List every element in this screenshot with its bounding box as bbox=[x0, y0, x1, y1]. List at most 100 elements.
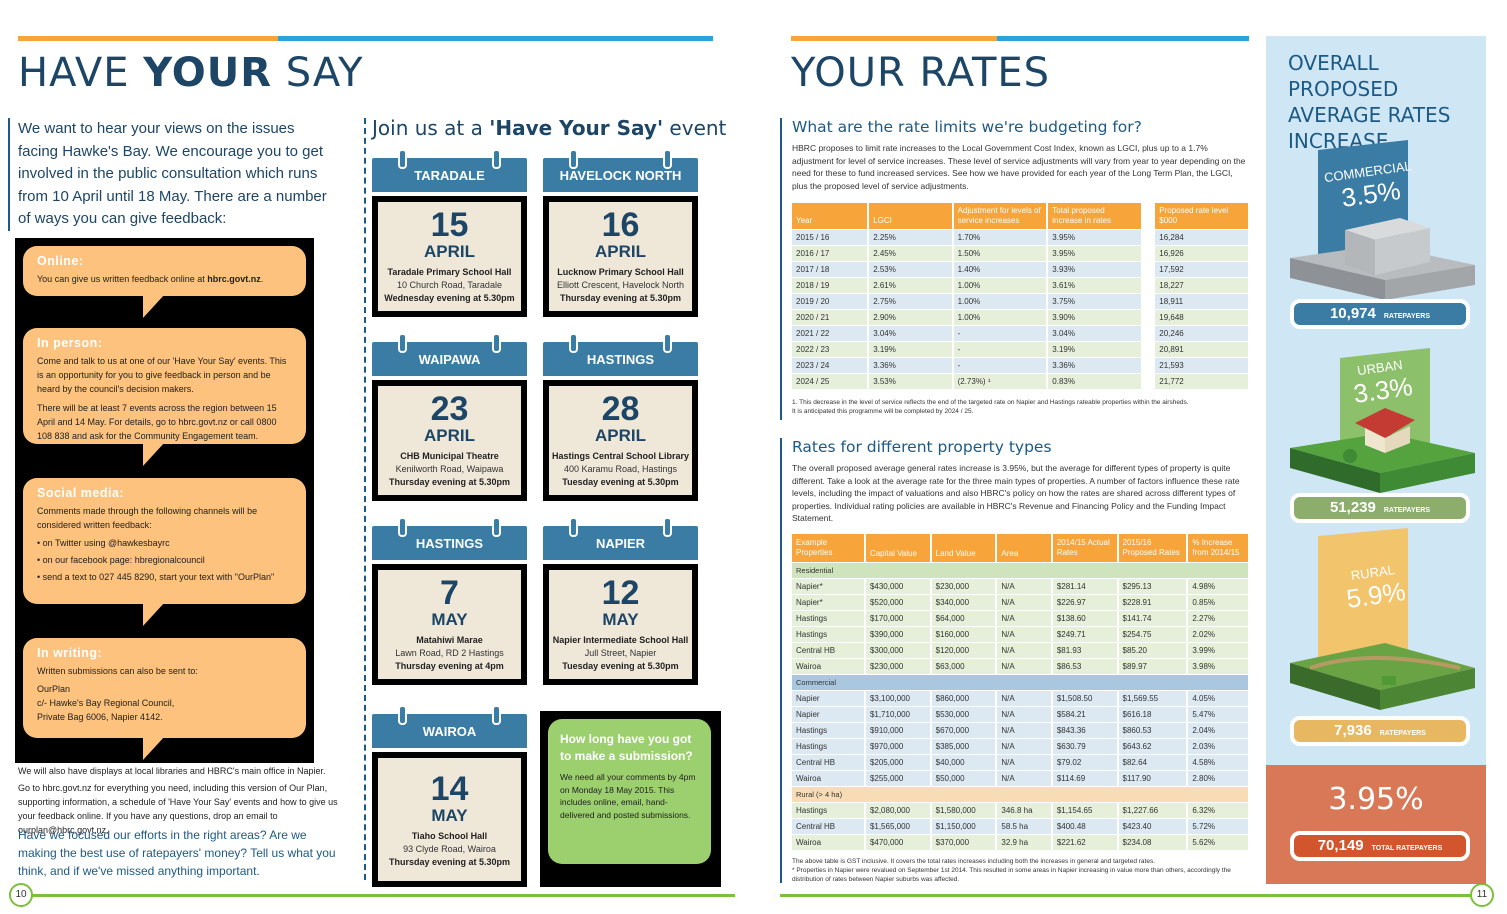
table-cell: $86.53 bbox=[1052, 658, 1117, 674]
table-cell: N/A bbox=[997, 690, 1051, 706]
event-time: Tuesday evening at 5.30pm bbox=[562, 477, 679, 487]
table-cell: 21,772 bbox=[1155, 374, 1248, 389]
table-cell: 3.75% bbox=[1048, 294, 1141, 309]
event-venue: Tiaho School Hall bbox=[411, 831, 488, 841]
table-cell: Hastings bbox=[792, 610, 864, 626]
table-cell: $81.93 bbox=[1052, 642, 1117, 658]
table-cell: $1,150,000 bbox=[931, 818, 996, 834]
table-cell: $390,000 bbox=[865, 626, 930, 642]
table-cell: N/A bbox=[997, 578, 1051, 594]
feedback-panel: Online: You can give us written feedback… bbox=[15, 238, 314, 763]
event-month: APRIL bbox=[595, 242, 646, 261]
displays-note: We will also have displays at local libr… bbox=[18, 766, 326, 776]
page-title-left: HAVE YOUR SAY bbox=[18, 50, 364, 96]
section-label: Residential bbox=[792, 562, 1248, 578]
table-cell: 20,246 bbox=[1155, 326, 1248, 341]
property-rates-table: Example Properties Capital Value Land Va… bbox=[790, 533, 1250, 851]
property-row: Napier* $430,000 $230,000 N/A $281.14 $295.13… bbox=[792, 578, 1248, 594]
table-cell: $470,000 bbox=[865, 834, 930, 850]
property-row: Napier $1,710,000 $530,000 N/A $584.21 $616.1… bbox=[792, 706, 1248, 722]
table-cell: $385,000 bbox=[931, 738, 996, 754]
table-cell: 2018 / 19 bbox=[792, 278, 868, 293]
table-cell: 20,891 bbox=[1155, 342, 1248, 357]
table-gap bbox=[1142, 246, 1154, 261]
table-cell: $910,000 bbox=[865, 722, 930, 738]
event-venue: Lucknow Primary School Hall bbox=[557, 267, 684, 277]
table-cell: $860,000 bbox=[931, 690, 996, 706]
property-row: Napier* $520,000 $340,000 N/A $226.97 $228.91… bbox=[792, 594, 1248, 610]
online-link[interactable]: hbrc.govt.nz bbox=[207, 274, 261, 284]
table-cell: 5.72% bbox=[1188, 818, 1248, 834]
table-cell: $2,080,000 bbox=[865, 802, 930, 818]
table-cell: 3.53% bbox=[869, 374, 952, 389]
table-cell: $63,000 bbox=[931, 658, 996, 674]
table-cell: 58.5 ha bbox=[997, 818, 1051, 834]
event-place: WAIPAWA bbox=[418, 352, 481, 367]
rate-limit-row: 2015 / 16 2.25% 1.70% 3.95% 16,284 bbox=[792, 230, 1248, 245]
table-cell: 3.90% bbox=[1048, 310, 1141, 325]
table-cell: 16,284 bbox=[1155, 230, 1248, 245]
table-cell: 1.00% bbox=[953, 278, 1047, 293]
table-cell: 5.62% bbox=[1188, 834, 1248, 850]
table-cell: 2.53% bbox=[869, 262, 952, 277]
table-cell: 18,911 bbox=[1155, 294, 1248, 309]
property-rates-note: The above table is GST inclusive. It cov… bbox=[792, 857, 1231, 883]
table-cell: 3.04% bbox=[1048, 326, 1141, 341]
table-cell: 3.95% bbox=[1048, 246, 1141, 261]
table-cell: N/A bbox=[997, 610, 1051, 626]
table-cell: $230,000 bbox=[931, 578, 996, 594]
divider-left bbox=[364, 118, 366, 880]
property-row: Hastings $2,080,000 $1,580,000 346.8 ha $1,1… bbox=[792, 802, 1248, 818]
property-row: Wairoa $470,000 $370,000 32.9 ha $221.62 $234… bbox=[792, 834, 1248, 850]
event-card: HASTINGS 28 APRIL Hastings Central Schoo… bbox=[543, 333, 698, 501]
section-label: Commercial bbox=[792, 674, 1248, 690]
table-cell: 2.45% bbox=[869, 246, 952, 261]
property-rates-text: The overall proposed average general rat… bbox=[792, 463, 1240, 523]
table-cell: 2.02% bbox=[1188, 626, 1248, 642]
question-text: Have we focused our efforts in the right… bbox=[18, 828, 336, 878]
table-cell: $114.69 bbox=[1052, 770, 1117, 786]
page-number-right: 11 bbox=[1470, 883, 1494, 907]
rate-limit-row: 2018 / 19 2.61% 1.00% 3.61% 18,227 bbox=[792, 278, 1248, 293]
event-day: 28 bbox=[601, 390, 640, 428]
table-cell: $230,000 bbox=[865, 658, 930, 674]
table-cell: $3,100,000 bbox=[865, 690, 930, 706]
submission-text: We need all your comments by 4pm on Mond… bbox=[560, 772, 696, 820]
page-title-right: YOUR RATES bbox=[791, 50, 1051, 96]
table-cell: Wairoa bbox=[792, 770, 864, 786]
table-cell: Central HB bbox=[792, 818, 864, 834]
table-cell: 5.47% bbox=[1188, 706, 1248, 722]
table-cell: Napier* bbox=[792, 594, 864, 610]
table-cell: $843.36 bbox=[1052, 722, 1117, 738]
property-row: Hastings $170,000 $64,000 N/A $138.60 $141.74… bbox=[792, 610, 1248, 626]
table-cell: Hastings bbox=[792, 738, 864, 754]
table-cell: 2017 / 18 bbox=[792, 262, 868, 277]
table-cell: 19,648 bbox=[1155, 310, 1248, 325]
table-cell: $520,000 bbox=[865, 594, 930, 610]
table-cell: 6.32% bbox=[1188, 802, 1248, 818]
event-card: NAPIER 12 MAY Napier Intermediate School… bbox=[543, 517, 698, 685]
commercial-illustration bbox=[1290, 140, 1475, 300]
table-cell: N/A bbox=[997, 706, 1051, 722]
in-writing-bubble: In writing: Written submissions can also… bbox=[23, 638, 306, 760]
table-cell: $254.75 bbox=[1118, 626, 1187, 642]
table-cell: 2.03% bbox=[1188, 738, 1248, 754]
event-month: APRIL bbox=[424, 242, 475, 261]
table-cell: 3.61% bbox=[1048, 278, 1141, 293]
table-gap bbox=[1142, 310, 1154, 325]
intro-text: We want to hear your views on the issues… bbox=[8, 118, 338, 231]
table-cell: Hastings bbox=[792, 626, 864, 642]
table-cell: 2015 / 16 bbox=[792, 230, 868, 245]
table-cell: $643.62 bbox=[1118, 738, 1187, 754]
top-rule-right-blue bbox=[997, 36, 1249, 41]
table-cell: 3.95% bbox=[1048, 230, 1141, 245]
bottom-rule-right bbox=[780, 894, 1480, 897]
table-cell: 2.90% bbox=[869, 310, 952, 325]
property-rates-section: Rates for different property types The o… bbox=[780, 438, 1250, 883]
table-gap bbox=[1142, 358, 1154, 373]
table-cell: $670,000 bbox=[931, 722, 996, 738]
event-card: TARADALE 15 APRIL Taradale Primary Schoo… bbox=[372, 149, 527, 317]
property-rates-heading: Rates for different property types bbox=[792, 438, 1052, 456]
table-cell: $1,508.50 bbox=[1052, 690, 1117, 706]
table-gap bbox=[1142, 374, 1154, 389]
